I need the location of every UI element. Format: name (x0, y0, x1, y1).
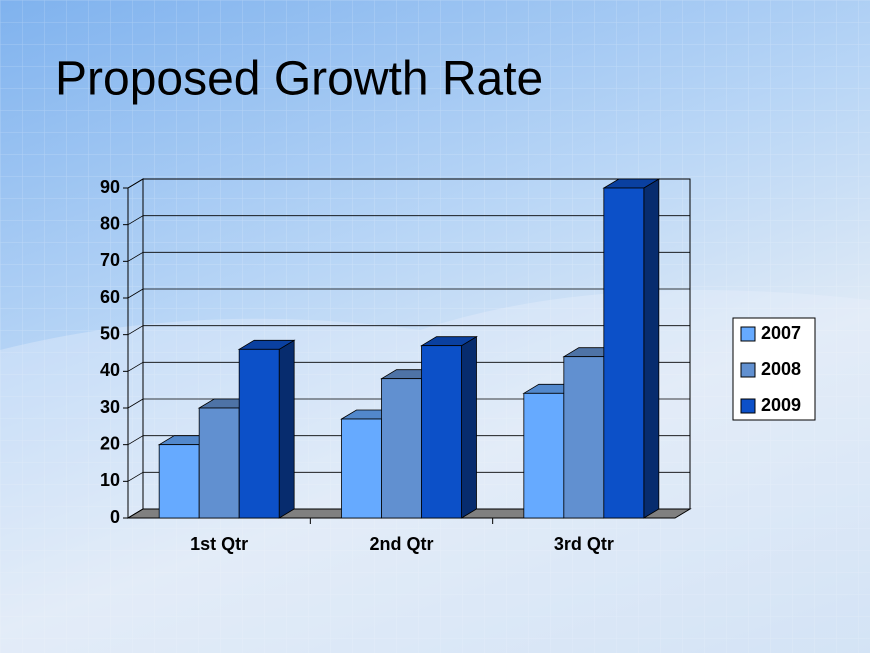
y-tick-label: 20 (100, 433, 120, 453)
grid-line (127, 215, 144, 226)
grid-line (127, 435, 144, 446)
x-tick-label: 2nd Qtr (369, 534, 433, 554)
legend-swatch (740, 326, 756, 342)
bar-side (278, 339, 295, 519)
grid-line (127, 178, 144, 189)
bar (381, 378, 422, 519)
bar (198, 407, 240, 519)
grid-line (127, 361, 144, 372)
y-tick-label: 90 (100, 177, 120, 197)
bar-side (643, 178, 660, 519)
bar (158, 444, 200, 519)
grid-line (127, 398, 144, 409)
x-tick-label: 1st Qtr (190, 534, 248, 554)
legend-swatch (740, 398, 756, 414)
bar (238, 348, 280, 519)
x-tick-label: 3rd Qtr (554, 534, 614, 554)
y-tick-label: 10 (100, 470, 120, 490)
y-tick-label: 50 (100, 323, 120, 343)
grid-line (127, 251, 144, 262)
grid-line (127, 508, 144, 519)
y-tick-label: 0 (110, 507, 120, 527)
bar (341, 418, 382, 519)
legend-label: 2008 (761, 359, 801, 379)
y-tick-label: 40 (100, 360, 120, 380)
legend-label: 2007 (761, 323, 801, 343)
y-tick-label: 70 (100, 250, 120, 270)
bar (421, 345, 462, 519)
legend-swatch (740, 362, 756, 378)
y-tick-label: 60 (100, 287, 120, 307)
bar (523, 392, 565, 519)
grid-line (127, 325, 144, 336)
y-tick-label: 80 (100, 213, 120, 233)
y-tick-label: 30 (100, 397, 120, 417)
bar (563, 356, 605, 519)
chart-title: Proposed Growth Rate (55, 53, 543, 106)
bar-side (461, 335, 477, 519)
bar (603, 187, 645, 519)
legend-label: 2009 (761, 395, 801, 415)
grid-line (127, 288, 144, 299)
grid-line (127, 471, 144, 482)
chart: 0 10 20 30 40 50 60 70 80 90 1st Qtr 2nd Qtr 3rd Qtr… (100, 177, 816, 554)
